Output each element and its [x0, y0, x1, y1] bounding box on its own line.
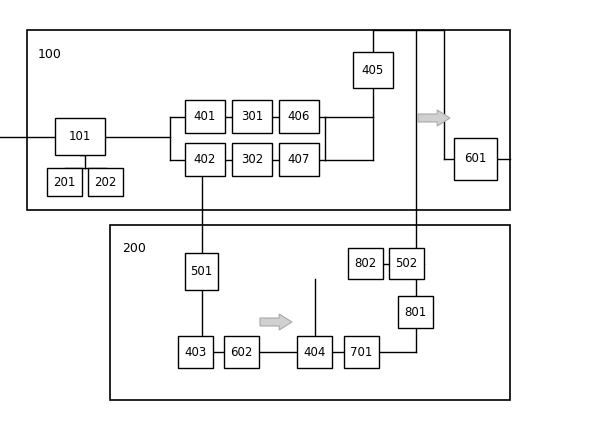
Text: 401: 401 [194, 110, 216, 123]
Text: 405: 405 [362, 63, 384, 77]
Text: 602: 602 [231, 345, 253, 359]
Text: 701: 701 [350, 345, 373, 359]
Bar [27, 30, 510, 210]
Text: 801: 801 [404, 305, 426, 319]
Bar [344, 336, 379, 368]
Text: 403: 403 [184, 345, 207, 359]
Text: 502: 502 [395, 257, 418, 270]
Text: 101: 101 [69, 130, 91, 143]
Text: 407: 407 [288, 153, 310, 166]
Bar [353, 52, 393, 88]
Text: 404: 404 [303, 345, 326, 359]
Bar [224, 336, 259, 368]
Text: 100: 100 [38, 48, 62, 61]
Text: 201: 201 [53, 176, 76, 188]
Bar [279, 143, 319, 176]
Bar [185, 100, 225, 133]
Bar [398, 296, 433, 328]
Text: 402: 402 [194, 153, 216, 166]
Polygon shape [260, 314, 292, 330]
Bar [88, 168, 123, 196]
Bar [348, 248, 383, 279]
Bar [279, 100, 319, 133]
Text: 802: 802 [354, 257, 376, 270]
Bar [297, 336, 332, 368]
Text: 302: 302 [241, 153, 263, 166]
Text: 501: 501 [190, 265, 213, 278]
Bar [389, 248, 424, 279]
Text: 202: 202 [95, 176, 117, 188]
Bar [185, 253, 218, 290]
Bar [47, 168, 82, 196]
Text: 406: 406 [288, 110, 310, 123]
Bar [454, 138, 497, 180]
Bar [110, 225, 510, 400]
Bar [232, 100, 272, 133]
Bar [55, 118, 105, 155]
Bar [178, 336, 213, 368]
Text: 200: 200 [122, 242, 146, 255]
Text: 601: 601 [464, 153, 487, 165]
Bar [232, 143, 272, 176]
Bar [185, 143, 225, 176]
Polygon shape [418, 110, 450, 126]
Text: 301: 301 [241, 110, 263, 123]
